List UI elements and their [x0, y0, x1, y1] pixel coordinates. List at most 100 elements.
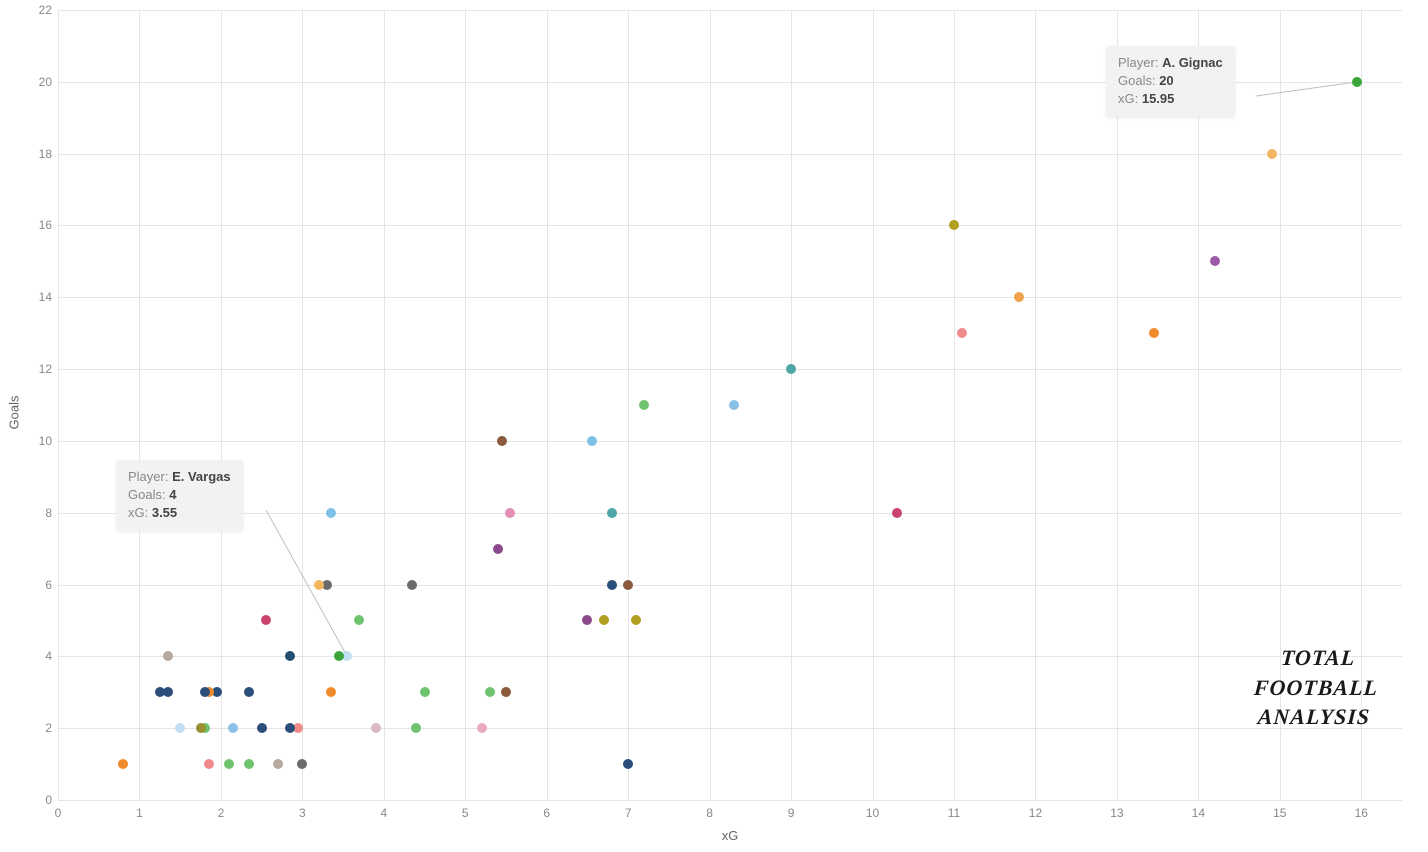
gridline-h — [58, 585, 1402, 586]
data-point[interactable] — [285, 651, 295, 661]
tooltip-value: 20 — [1159, 73, 1173, 88]
data-point[interactable] — [257, 723, 267, 733]
data-point[interactable] — [957, 328, 967, 338]
data-point[interactable] — [623, 759, 633, 769]
data-point[interactable] — [493, 544, 503, 554]
data-point[interactable] — [273, 759, 283, 769]
gridline-v — [139, 10, 140, 800]
data-point[interactable] — [1267, 149, 1277, 159]
tooltip-label: Goals: — [128, 487, 169, 502]
data-point[interactable] — [1149, 328, 1159, 338]
data-point[interactable] — [163, 651, 173, 661]
data-point[interactable] — [228, 723, 238, 733]
data-point[interactable] — [1014, 292, 1024, 302]
data-point[interactable] — [224, 759, 234, 769]
y-tick-label: 12 — [30, 362, 52, 376]
gridline-h — [58, 369, 1402, 370]
gridline-v — [954, 10, 955, 800]
tooltip-label: Player: — [128, 469, 172, 484]
tooltip-value: 15.95 — [1142, 91, 1175, 106]
x-tick-label: 5 — [462, 806, 469, 820]
data-point[interactable] — [497, 436, 507, 446]
data-point[interactable] — [607, 580, 617, 590]
data-point[interactable] — [200, 687, 210, 697]
y-tick-label: 2 — [30, 721, 52, 735]
y-tick-label: 10 — [30, 434, 52, 448]
gridline-v — [791, 10, 792, 800]
data-point[interactable] — [599, 615, 609, 625]
tooltip-label: xG: — [1118, 91, 1142, 106]
gridline-h — [58, 154, 1402, 155]
data-point[interactable] — [297, 759, 307, 769]
data-point[interactable] — [354, 615, 364, 625]
data-point[interactable] — [477, 723, 487, 733]
gridline-v — [873, 10, 874, 800]
gridline-v — [710, 10, 711, 800]
data-point[interactable] — [118, 759, 128, 769]
data-point[interactable] — [607, 508, 617, 518]
data-point[interactable] — [892, 508, 902, 518]
gridline-h — [58, 297, 1402, 298]
data-point[interactable] — [261, 615, 271, 625]
gridline-h — [58, 513, 1402, 514]
gridline-v — [1117, 10, 1118, 800]
data-point[interactable] — [1352, 77, 1362, 87]
data-point[interactable] — [639, 400, 649, 410]
gridline-v — [465, 10, 466, 800]
x-tick-label: 6 — [543, 806, 550, 820]
data-point[interactable] — [326, 687, 336, 697]
gridline-v — [221, 10, 222, 800]
data-point[interactable] — [582, 615, 592, 625]
x-tick-label: 10 — [866, 806, 879, 820]
data-point[interactable] — [326, 508, 336, 518]
data-point[interactable] — [155, 687, 165, 697]
x-tick-label: 7 — [625, 806, 632, 820]
tooltip-label: Goals: — [1118, 73, 1159, 88]
gridline-v — [302, 10, 303, 800]
data-point[interactable] — [204, 759, 214, 769]
x-tick-label: 15 — [1273, 806, 1286, 820]
y-tick-label: 20 — [30, 75, 52, 89]
data-point[interactable] — [411, 723, 421, 733]
data-point[interactable] — [623, 580, 633, 590]
data-point[interactable] — [949, 220, 959, 230]
data-point[interactable] — [1210, 256, 1220, 266]
y-axis-label: Goals — [7, 396, 22, 430]
gridline-h — [58, 441, 1402, 442]
data-point[interactable] — [407, 580, 417, 590]
gridline-v — [1035, 10, 1036, 800]
data-point[interactable] — [587, 436, 597, 446]
data-point[interactable] — [420, 687, 430, 697]
tooltip-label: Player: — [1118, 55, 1162, 70]
data-point[interactable] — [244, 759, 254, 769]
data-point[interactable] — [729, 400, 739, 410]
data-point[interactable] — [175, 723, 185, 733]
tooltip-value: A. Gignac — [1162, 55, 1223, 70]
data-point[interactable] — [786, 364, 796, 374]
tooltip-value: E. Vargas — [172, 469, 231, 484]
data-point[interactable] — [285, 723, 295, 733]
scatter-chart: Player: E. VargasGoals: 4xG: 3.55Player:… — [0, 0, 1428, 852]
x-tick-label: 14 — [1192, 806, 1205, 820]
data-point[interactable] — [314, 580, 324, 590]
y-tick-label: 4 — [30, 649, 52, 663]
data-point[interactable] — [485, 687, 495, 697]
data-point[interactable] — [196, 723, 206, 733]
data-point[interactable] — [505, 508, 515, 518]
gridline-h — [58, 10, 1402, 11]
data-point[interactable] — [631, 615, 641, 625]
x-tick-label: 16 — [1355, 806, 1368, 820]
gridline-v — [547, 10, 548, 800]
gridline-h — [58, 225, 1402, 226]
data-point[interactable] — [244, 687, 254, 697]
data-point[interactable] — [371, 723, 381, 733]
y-tick-label: 22 — [30, 3, 52, 17]
watermark-line: TOTAL — [1255, 643, 1381, 673]
data-point[interactable] — [501, 687, 511, 697]
watermark: TOTALFOOTBALLANALYSIS — [1251, 643, 1381, 732]
gridline-h — [58, 800, 1402, 801]
x-axis-label: xG — [722, 828, 739, 843]
y-tick-label: 18 — [30, 147, 52, 161]
x-tick-label: 0 — [55, 806, 62, 820]
data-point[interactable] — [334, 651, 344, 661]
